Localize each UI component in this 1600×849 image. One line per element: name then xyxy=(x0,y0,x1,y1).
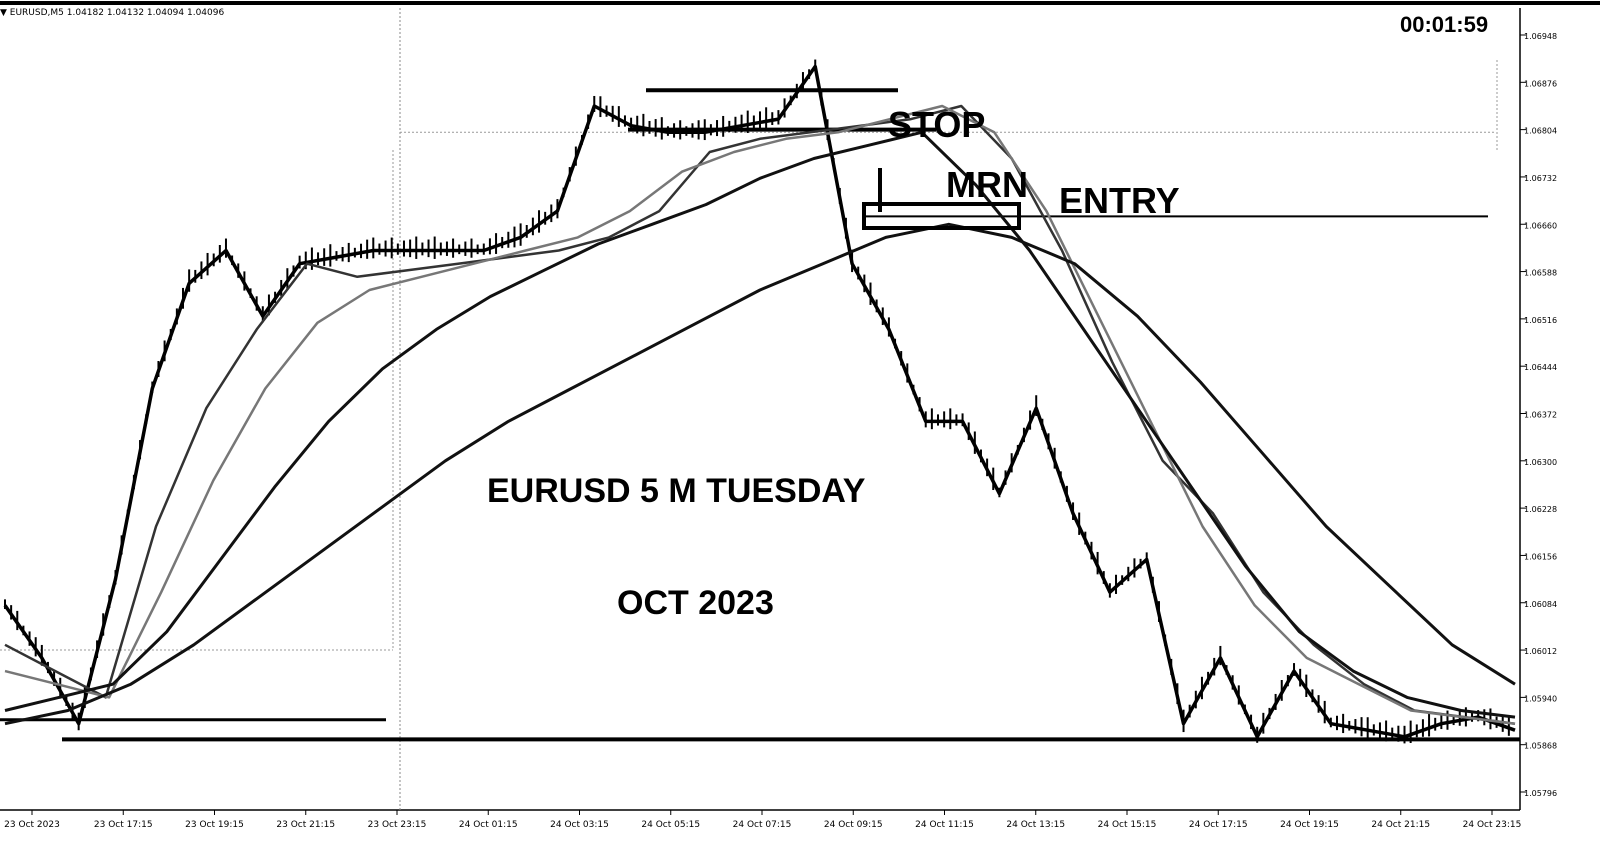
price-tick-label: 1.06804 xyxy=(1524,127,1557,136)
time-tick-label: 23 Oct 23:15 xyxy=(368,820,427,830)
price-tick-label: 1.06300 xyxy=(1524,458,1557,467)
time-tick-label: 24 Oct 01:15 xyxy=(459,820,518,830)
price-tick-label: 1.06228 xyxy=(1524,505,1557,514)
ma-series-line xyxy=(4,104,1516,725)
time-tick-label: 23 Oct 2023 xyxy=(4,820,60,830)
stop-label: STOP xyxy=(888,104,986,145)
time-tick-label: 23 Oct 17:15 xyxy=(94,820,153,830)
entry-label: ENTRY xyxy=(1059,180,1180,221)
ma-series-line xyxy=(4,222,1516,726)
countdown-timer: 00:01:59 xyxy=(1400,12,1489,37)
price-axis: 1.06948 1.06876 1.06804 1.06732 1.06660 1.065… xyxy=(1520,32,1557,798)
time-tick-label: 23 Oct 21:15 xyxy=(276,820,335,830)
price-tick-label: 1.06588 xyxy=(1524,269,1557,278)
price-tick-label: 1.06012 xyxy=(1524,647,1557,656)
time-tick-label: 24 Oct 03:15 xyxy=(550,820,609,830)
time-tick-label: 24 Oct 13:15 xyxy=(1006,820,1065,830)
price-tick-label: 1.06948 xyxy=(1524,32,1557,41)
price-tick-label: 1.06660 xyxy=(1524,221,1557,230)
symbol-info: ▼ EURUSD,M5 1.04182 1.04132 1.04094 1.04… xyxy=(0,8,225,18)
moving-averages xyxy=(3,64,1516,739)
price-tick-label: 1.05796 xyxy=(1524,789,1557,798)
time-tick-label: 24 Oct 05:15 xyxy=(641,820,700,830)
time-tick-label: 24 Oct 17:15 xyxy=(1189,820,1248,830)
time-tick-label: 24 Oct 07:15 xyxy=(733,820,792,830)
chart-title-line-2: OCT 2023 xyxy=(617,584,774,622)
price-tick-label: 1.06516 xyxy=(1524,316,1557,325)
price-tick-label: 1.06156 xyxy=(1524,552,1557,561)
time-tick-label: 24 Oct 11:15 xyxy=(915,820,974,830)
time-tick-label: 23 Oct 19:15 xyxy=(185,820,244,830)
price-tick-label: 1.06084 xyxy=(1524,600,1557,609)
time-tick-label: 24 Oct 23:15 xyxy=(1463,820,1522,830)
time-tick-label: 24 Oct 09:15 xyxy=(824,820,883,830)
ma-series-line xyxy=(4,104,1516,725)
chart-title-line-1: EURUSD 5 M TUESDAY xyxy=(487,472,866,510)
price-tick-label: 1.05868 xyxy=(1524,742,1557,751)
ma-series-line xyxy=(4,130,1516,719)
time-tick-label: 24 Oct 19:15 xyxy=(1280,820,1339,830)
time-axis: 23 Oct 2023 23 Oct 17:15 23 Oct 19:15 23 Oc… xyxy=(4,810,1521,830)
time-tick-label: 24 Oct 15:15 xyxy=(1098,820,1157,830)
time-tick-label: 24 Oct 21:15 xyxy=(1371,820,1430,830)
price-tick-label: 1.06372 xyxy=(1524,411,1557,420)
price-tick-label: 1.06876 xyxy=(1524,79,1557,88)
price-tick-label: 1.06732 xyxy=(1524,174,1557,183)
price-tick-label: 1.05940 xyxy=(1524,694,1557,703)
ma-series-line xyxy=(3,64,1516,739)
entry-zone-box[interactable] xyxy=(862,202,1021,230)
price-tick-label: 1.06444 xyxy=(1524,363,1557,372)
mrn-label: MRN xyxy=(946,164,1028,205)
